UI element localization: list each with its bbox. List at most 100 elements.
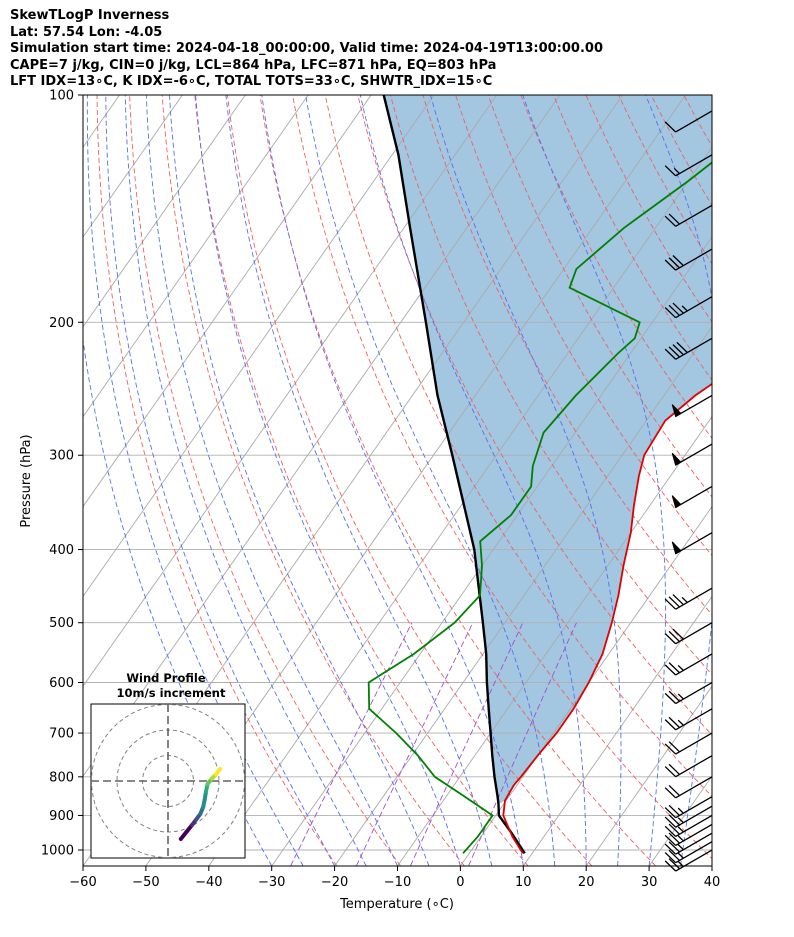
isotherm-line	[83, 95, 435, 598]
x-tick-label: −20	[321, 875, 348, 890]
cape-layer	[383, 95, 712, 805]
wind-barb	[664, 622, 713, 645]
cape-shading	[383, 95, 712, 805]
dry-adiabat	[161, 95, 465, 866]
isotherm-line	[711, 865, 712, 866]
dry-adiabat	[487, 95, 712, 498]
x-tick-label: 20	[578, 875, 595, 890]
axes-layer: −60 −50 −40 −30 −20 −10 0 10 20 30 40 100 200 300 400 5…	[41, 89, 720, 891]
isotherm-line	[460, 505, 712, 866]
dry-adiabat	[226, 95, 593, 866]
x-axis-label: Temperature (∘C)	[339, 897, 454, 912]
mixing-ratio-line	[468, 622, 577, 866]
wind-barb	[664, 248, 713, 271]
dry-adiabat	[259, 95, 657, 866]
wind-barb	[671, 485, 713, 509]
mixing-ratio-line	[290, 622, 413, 866]
wind-barb	[671, 394, 713, 418]
inset-title: Wind Profile	[126, 671, 206, 685]
y-tick-label: 600	[49, 676, 74, 691]
wind-barb	[664, 296, 713, 319]
y-tick-label: 700	[49, 727, 74, 742]
dewpoint-profile-line	[367, 161, 712, 854]
simulation-times: Simulation start time: 2024-04-18_00:00:…	[10, 41, 603, 56]
dry-adiabat	[455, 95, 712, 557]
y-tick-label: 900	[49, 809, 74, 824]
wind-barb	[664, 841, 713, 864]
dry-adiabat	[129, 95, 401, 866]
inset-subtitle: 10m/s increment	[117, 686, 226, 700]
wind-barb	[664, 796, 713, 819]
dry-adiabat	[717, 95, 794, 866]
hodograph-plot	[91, 704, 245, 858]
x-tick-label: 0	[456, 875, 464, 890]
moist-adiabat	[105, 95, 336, 866]
isotherm-line	[271, 236, 712, 866]
isotherm-line	[334, 326, 712, 866]
wind-barb	[664, 204, 713, 227]
wind-barb	[664, 681, 713, 705]
dry-adiabat	[96, 95, 338, 866]
wind-barb	[671, 532, 713, 555]
mixing-ratio-line	[355, 622, 474, 866]
moist-adiabat	[305, 95, 556, 866]
isotherm-line	[522, 595, 712, 866]
y-tick-label: 100	[49, 89, 74, 104]
y-axis-label: Pressure (hPa)	[19, 434, 34, 527]
profile-layer	[367, 95, 712, 854]
dry-adiabat	[782, 95, 794, 866]
moist-adiabat	[145, 95, 398, 866]
x-tick-label: 40	[704, 875, 721, 890]
dry-adiabat	[389, 95, 712, 676]
wind-barb	[664, 337, 713, 360]
adiabat-layer	[83, 95, 794, 866]
y-tick-label: 200	[49, 316, 74, 331]
moist-adiabat	[169, 95, 430, 866]
wind-barb	[664, 814, 713, 838]
isotherm-line	[83, 95, 372, 508]
moist-adiabat	[86, 95, 304, 866]
moist-adiabat	[225, 95, 493, 866]
moist-adiabat	[711, 863, 712, 866]
x-tick-label: −40	[195, 875, 222, 890]
wind-barb	[664, 823, 713, 847]
dry-adiabat	[292, 95, 712, 860]
x-tick-label: 10	[515, 875, 532, 890]
station-coordinates: Lat: 57.54 Lon: -4.05	[10, 24, 163, 40]
y-tick-label: 800	[49, 770, 74, 785]
moist-adiabat	[124, 95, 367, 866]
wind-barb	[671, 443, 713, 466]
chart-header: SkewTLogP Inverness Lat: 57.54 Lon: -4.0…	[10, 8, 603, 91]
wind-barb	[664, 154, 713, 177]
wind-barb	[664, 732, 713, 755]
y-tick-label: 400	[49, 543, 74, 558]
wind-barb	[664, 832, 713, 855]
dry-adiabat	[357, 95, 712, 736]
x-tick-label: −10	[384, 875, 411, 890]
isotherm-line	[83, 95, 309, 418]
y-tick-label: 500	[49, 616, 74, 631]
convective-indices: CAPE=7 j/kg, CIN=0 j/kg, LCL=864 hPa, LF…	[10, 57, 497, 73]
x-tick-label: 30	[641, 875, 658, 890]
x-tick-label: −50	[132, 875, 159, 890]
dry-adiabat	[749, 95, 794, 866]
mixing-ratio-line	[409, 622, 524, 866]
dry-adiabat	[194, 95, 529, 866]
wind-barb	[664, 776, 713, 799]
isotherm-line	[83, 95, 246, 328]
dry-adiabat	[520, 95, 712, 440]
parcel-profile-line	[382, 95, 526, 854]
wind-barb	[664, 755, 713, 778]
x-tick-label: −30	[258, 875, 285, 890]
hodograph-segment	[213, 766, 223, 777]
isotherm-line	[397, 415, 712, 866]
moist-adiabat	[83, 337, 273, 866]
x-tick-label: −60	[69, 875, 96, 890]
temperature-profile-line	[502, 382, 712, 854]
isotherm-line	[83, 95, 498, 688]
stability-indices: LFT IDX=13∘C, K IDX=-6∘C, TOTAL TOTS=33∘…	[10, 74, 493, 89]
isotherm-line	[585, 685, 712, 866]
isotherm-line	[83, 95, 183, 238]
